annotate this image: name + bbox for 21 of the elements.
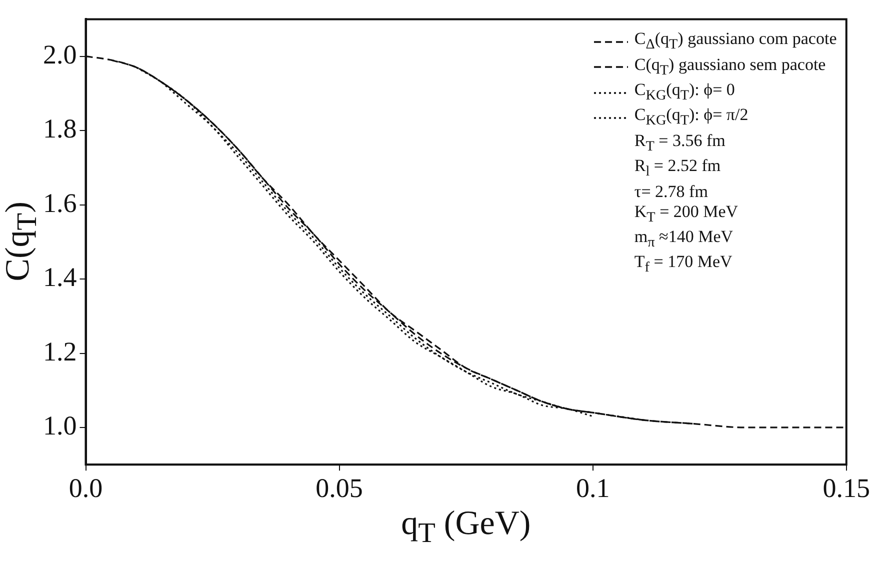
annotation: R$_{l}$ = 2.52 fm [633,156,722,182]
legend-label: C$_{KG}$(q$_{T}$): ϕ= 0 [634,80,735,106]
x-tick-label: 0.0 [68,472,103,503]
y-tick-label: 1.8 [43,114,77,144]
annotation: m$_{π}$ ≈140 MeV [633,226,734,252]
y-tick-label: 1.0 [43,410,77,441]
y-tick-label: 1.6 [43,188,77,218]
legend-label: C(q$_{T}$) gaussiano sem pacote [634,54,826,80]
annotation: T$_{f}$ = 170 MeV [633,252,734,278]
legend-label: C$_{Δ}$(q$_{T}$) gaussiano com pacote [634,29,837,55]
y-tick-label: 1.2 [43,336,77,366]
annotation: K$_{T}$ = 200 MeV [633,202,740,227]
annotation: τ= 2.78 fm [633,182,709,202]
x-tick-label: 0.05 [316,472,363,503]
x-axis-title: q$_{T}$ (GeV) [401,504,531,550]
legend-label: C$_{KG}$(q$_{T}$): ϕ= π/2 [634,105,748,131]
annotation: R$_{T}$ = 3.56 fm [633,130,726,156]
y-tick-label: 1.4 [43,262,78,292]
x-tick-label: 0.15 [822,472,870,503]
x-tick-label: 0.1 [576,472,610,503]
y-tick-label: 2.0 [43,39,77,70]
